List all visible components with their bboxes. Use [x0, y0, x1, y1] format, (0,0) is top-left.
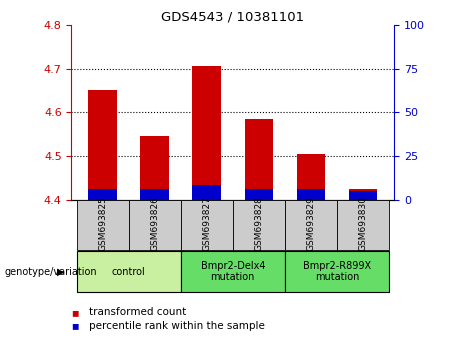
- Bar: [77, 200, 129, 250]
- Title: GDS4543 / 10381101: GDS4543 / 10381101: [161, 11, 304, 24]
- Text: GSM693827: GSM693827: [202, 196, 211, 251]
- Bar: [141, 189, 169, 200]
- Bar: [349, 189, 377, 200]
- Text: percentile rank within the sample: percentile rank within the sample: [89, 321, 265, 331]
- Bar: [181, 200, 233, 250]
- Bar: [296, 189, 325, 200]
- Bar: [193, 67, 221, 200]
- Text: transformed count: transformed count: [89, 307, 186, 317]
- Bar: [77, 251, 181, 292]
- Bar: [129, 200, 181, 250]
- Text: genotype/variation: genotype/variation: [5, 267, 97, 277]
- Bar: [296, 154, 325, 200]
- Bar: [181, 251, 285, 292]
- Bar: [89, 91, 117, 200]
- Bar: [337, 200, 389, 250]
- Text: GSM693825: GSM693825: [98, 196, 107, 251]
- Text: GSM693830: GSM693830: [358, 196, 367, 251]
- Bar: [89, 189, 117, 200]
- Text: ◼: ◼: [71, 308, 79, 317]
- Text: Bmpr2-R899X
mutation: Bmpr2-R899X mutation: [303, 261, 371, 282]
- Text: Bmpr2-Delx4
mutation: Bmpr2-Delx4 mutation: [201, 261, 265, 282]
- Text: ◼: ◼: [71, 321, 79, 330]
- Bar: [141, 137, 169, 200]
- Bar: [349, 191, 377, 200]
- Bar: [233, 200, 285, 250]
- Text: ▶: ▶: [57, 267, 65, 277]
- Bar: [285, 251, 389, 292]
- Text: control: control: [112, 267, 146, 277]
- Text: GSM693828: GSM693828: [254, 196, 263, 251]
- Bar: [244, 189, 273, 200]
- Text: GSM693829: GSM693829: [307, 196, 315, 251]
- Bar: [193, 185, 221, 200]
- Text: GSM693826: GSM693826: [150, 196, 159, 251]
- Bar: [244, 119, 273, 200]
- Bar: [285, 200, 337, 250]
